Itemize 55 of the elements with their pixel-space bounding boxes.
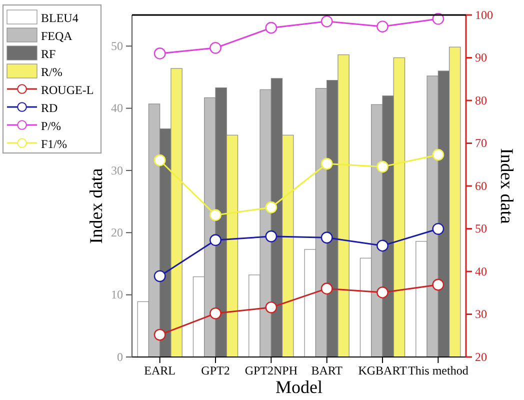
y-tick-label: 20: [111, 225, 123, 240]
point: [265, 301, 278, 314]
point: [265, 201, 278, 214]
point: [376, 160, 388, 173]
y2-tick-label: 40: [475, 264, 487, 278]
y-tick-label: 40: [111, 101, 123, 116]
y2-tick-label: 30: [475, 307, 487, 322]
x-tick-label: GPT2NPH: [244, 364, 298, 378]
point: [376, 286, 388, 298]
y-tick-label: 10: [111, 288, 123, 302]
legend-label: RF: [41, 47, 56, 61]
point: [432, 278, 444, 291]
x-tick-label: GPT2: [201, 364, 230, 378]
point: [320, 15, 333, 28]
legend-label: F1/%: [41, 137, 68, 151]
x-tick-label: EARL: [144, 364, 176, 378]
y2-tick-label: 90: [475, 50, 487, 65]
point: [432, 148, 444, 161]
y2-tick-label: 20: [475, 350, 487, 364]
y2-tick-label: 80: [475, 93, 487, 108]
point: [320, 282, 333, 295]
point: [154, 328, 166, 341]
point: [210, 307, 222, 320]
point: [376, 240, 388, 252]
y2-tick-label: 60: [475, 178, 487, 193]
y2-axis-title: Index data: [497, 148, 517, 224]
point: [210, 209, 222, 222]
point: [376, 20, 388, 32]
legend-label: FEQA: [41, 29, 73, 43]
x-axis-title: Model: [276, 377, 322, 397]
legend-label: P/%: [41, 119, 62, 133]
x-tick-label: This method: [408, 364, 468, 378]
point: [154, 154, 166, 166]
point: [154, 48, 166, 60]
y-tick-label: 50: [111, 38, 123, 53]
point: [432, 222, 444, 235]
point: [265, 22, 278, 34]
y2-tick-label: 100: [475, 8, 493, 22]
point: [265, 230, 278, 242]
y-tick-label: 0: [117, 350, 123, 364]
point: [320, 232, 333, 244]
point: [210, 234, 222, 246]
point: [210, 42, 222, 54]
y2-tick-label: 70: [475, 136, 487, 150]
y-axis-title: Index data: [86, 168, 106, 244]
point: [154, 270, 166, 282]
y-tick-label: 30: [111, 163, 123, 178]
legend-label: BLEU4: [41, 11, 78, 25]
x-tick-label: KGBART: [358, 364, 408, 378]
point: [320, 158, 333, 170]
legend-label: RD: [41, 101, 58, 115]
x-tick-label: BART: [311, 364, 344, 378]
legend-label: R/%: [41, 65, 62, 79]
y2-tick-label: 50: [475, 222, 487, 236]
legend-label: ROUGE-L: [41, 83, 94, 97]
